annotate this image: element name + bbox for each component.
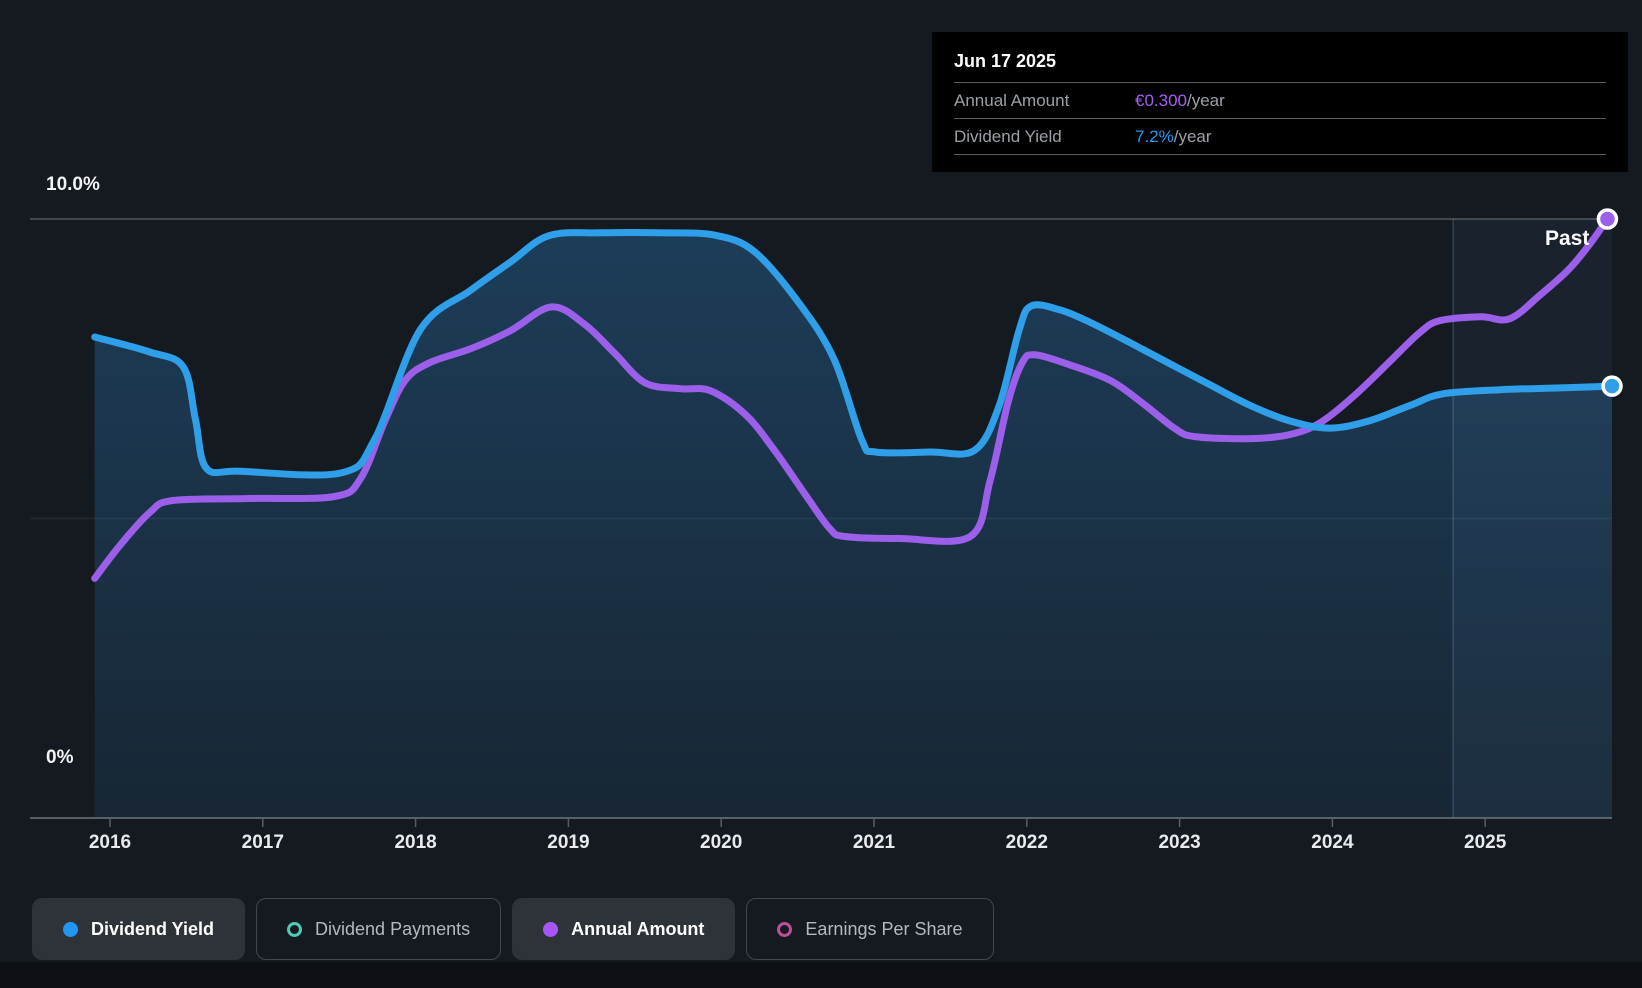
legend-toggle-dividend-payments[interactable]: Dividend Payments — [256, 898, 502, 960]
earnings-per-share-ring-icon — [777, 921, 793, 937]
legend-label: Dividend Payments — [315, 918, 471, 939]
x-tick-label-2022: 2022 — [1005, 832, 1048, 853]
legend-label: Annual Amount — [571, 918, 705, 939]
tooltip-date: Jun 17 2025 — [954, 44, 1606, 83]
x-tick-label-2017: 2017 — [241, 832, 284, 853]
chart-tooltip: Jun 17 2025 Annual Amount €0.300 /year D… — [932, 32, 1628, 172]
tooltip-suffix: /year — [1187, 90, 1225, 110]
x-tick-label-2018: 2018 — [394, 832, 437, 853]
x-tick-label-2016: 2016 — [88, 832, 132, 853]
x-tick-label-2019: 2019 — [547, 832, 590, 853]
dividend-yield-area — [94, 232, 1613, 818]
legend-label: Dividend Yield — [91, 918, 215, 939]
y-axis-label-max: 10.0% — [46, 174, 100, 195]
dividend-yield-end-marker — [1601, 375, 1623, 397]
dividend-yield-dot-icon — [63, 921, 78, 937]
x-tick-label-2025: 2025 — [1464, 832, 1507, 853]
legend-toggle-dividend-yield[interactable]: Dividend Yield — [32, 898, 246, 960]
tooltip-label: Dividend Yield — [954, 126, 1062, 146]
annual-amount-dot-icon — [543, 921, 559, 937]
x-tick-label-2023: 2023 — [1158, 832, 1201, 853]
legend-toggle-annual-amount[interactable]: Annual Amount — [512, 898, 736, 960]
past-annotation: Past — [1545, 227, 1590, 250]
tooltip-row-annual-amount: Annual Amount €0.300 /year — [954, 83, 1606, 119]
tooltip-suffix: /year — [1173, 126, 1212, 146]
tooltip-value: €0.300 — [1135, 90, 1187, 110]
dividend-payments-ring-icon — [287, 921, 303, 937]
x-tick-label-2021: 2021 — [852, 832, 896, 853]
legend-toggle-earnings-per-share[interactable]: Earnings Per Share — [746, 898, 994, 960]
legend-label: Earnings Per Share — [805, 918, 963, 939]
x-axis-ticks — [109, 818, 1486, 827]
annual-amount-end-marker — [1596, 208, 1619, 230]
chart-legend: Dividend Yield Dividend Payments Annual … — [32, 898, 994, 960]
tooltip-label: Annual Amount — [954, 90, 1070, 110]
past-region-overlay — [1453, 219, 1612, 818]
x-tick-label-2020: 2020 — [700, 832, 743, 853]
dividend-yield-line — [91, 228, 1616, 479]
y-axis-label-min: 0% — [46, 747, 74, 768]
x-tick-label-2024: 2024 — [1311, 832, 1354, 853]
bottom-edge-strip — [0, 962, 1642, 988]
tooltip-row-dividend-yield: Dividend Yield 7.2% /year — [954, 119, 1606, 155]
tooltip-value: 7.2% — [1135, 126, 1174, 146]
